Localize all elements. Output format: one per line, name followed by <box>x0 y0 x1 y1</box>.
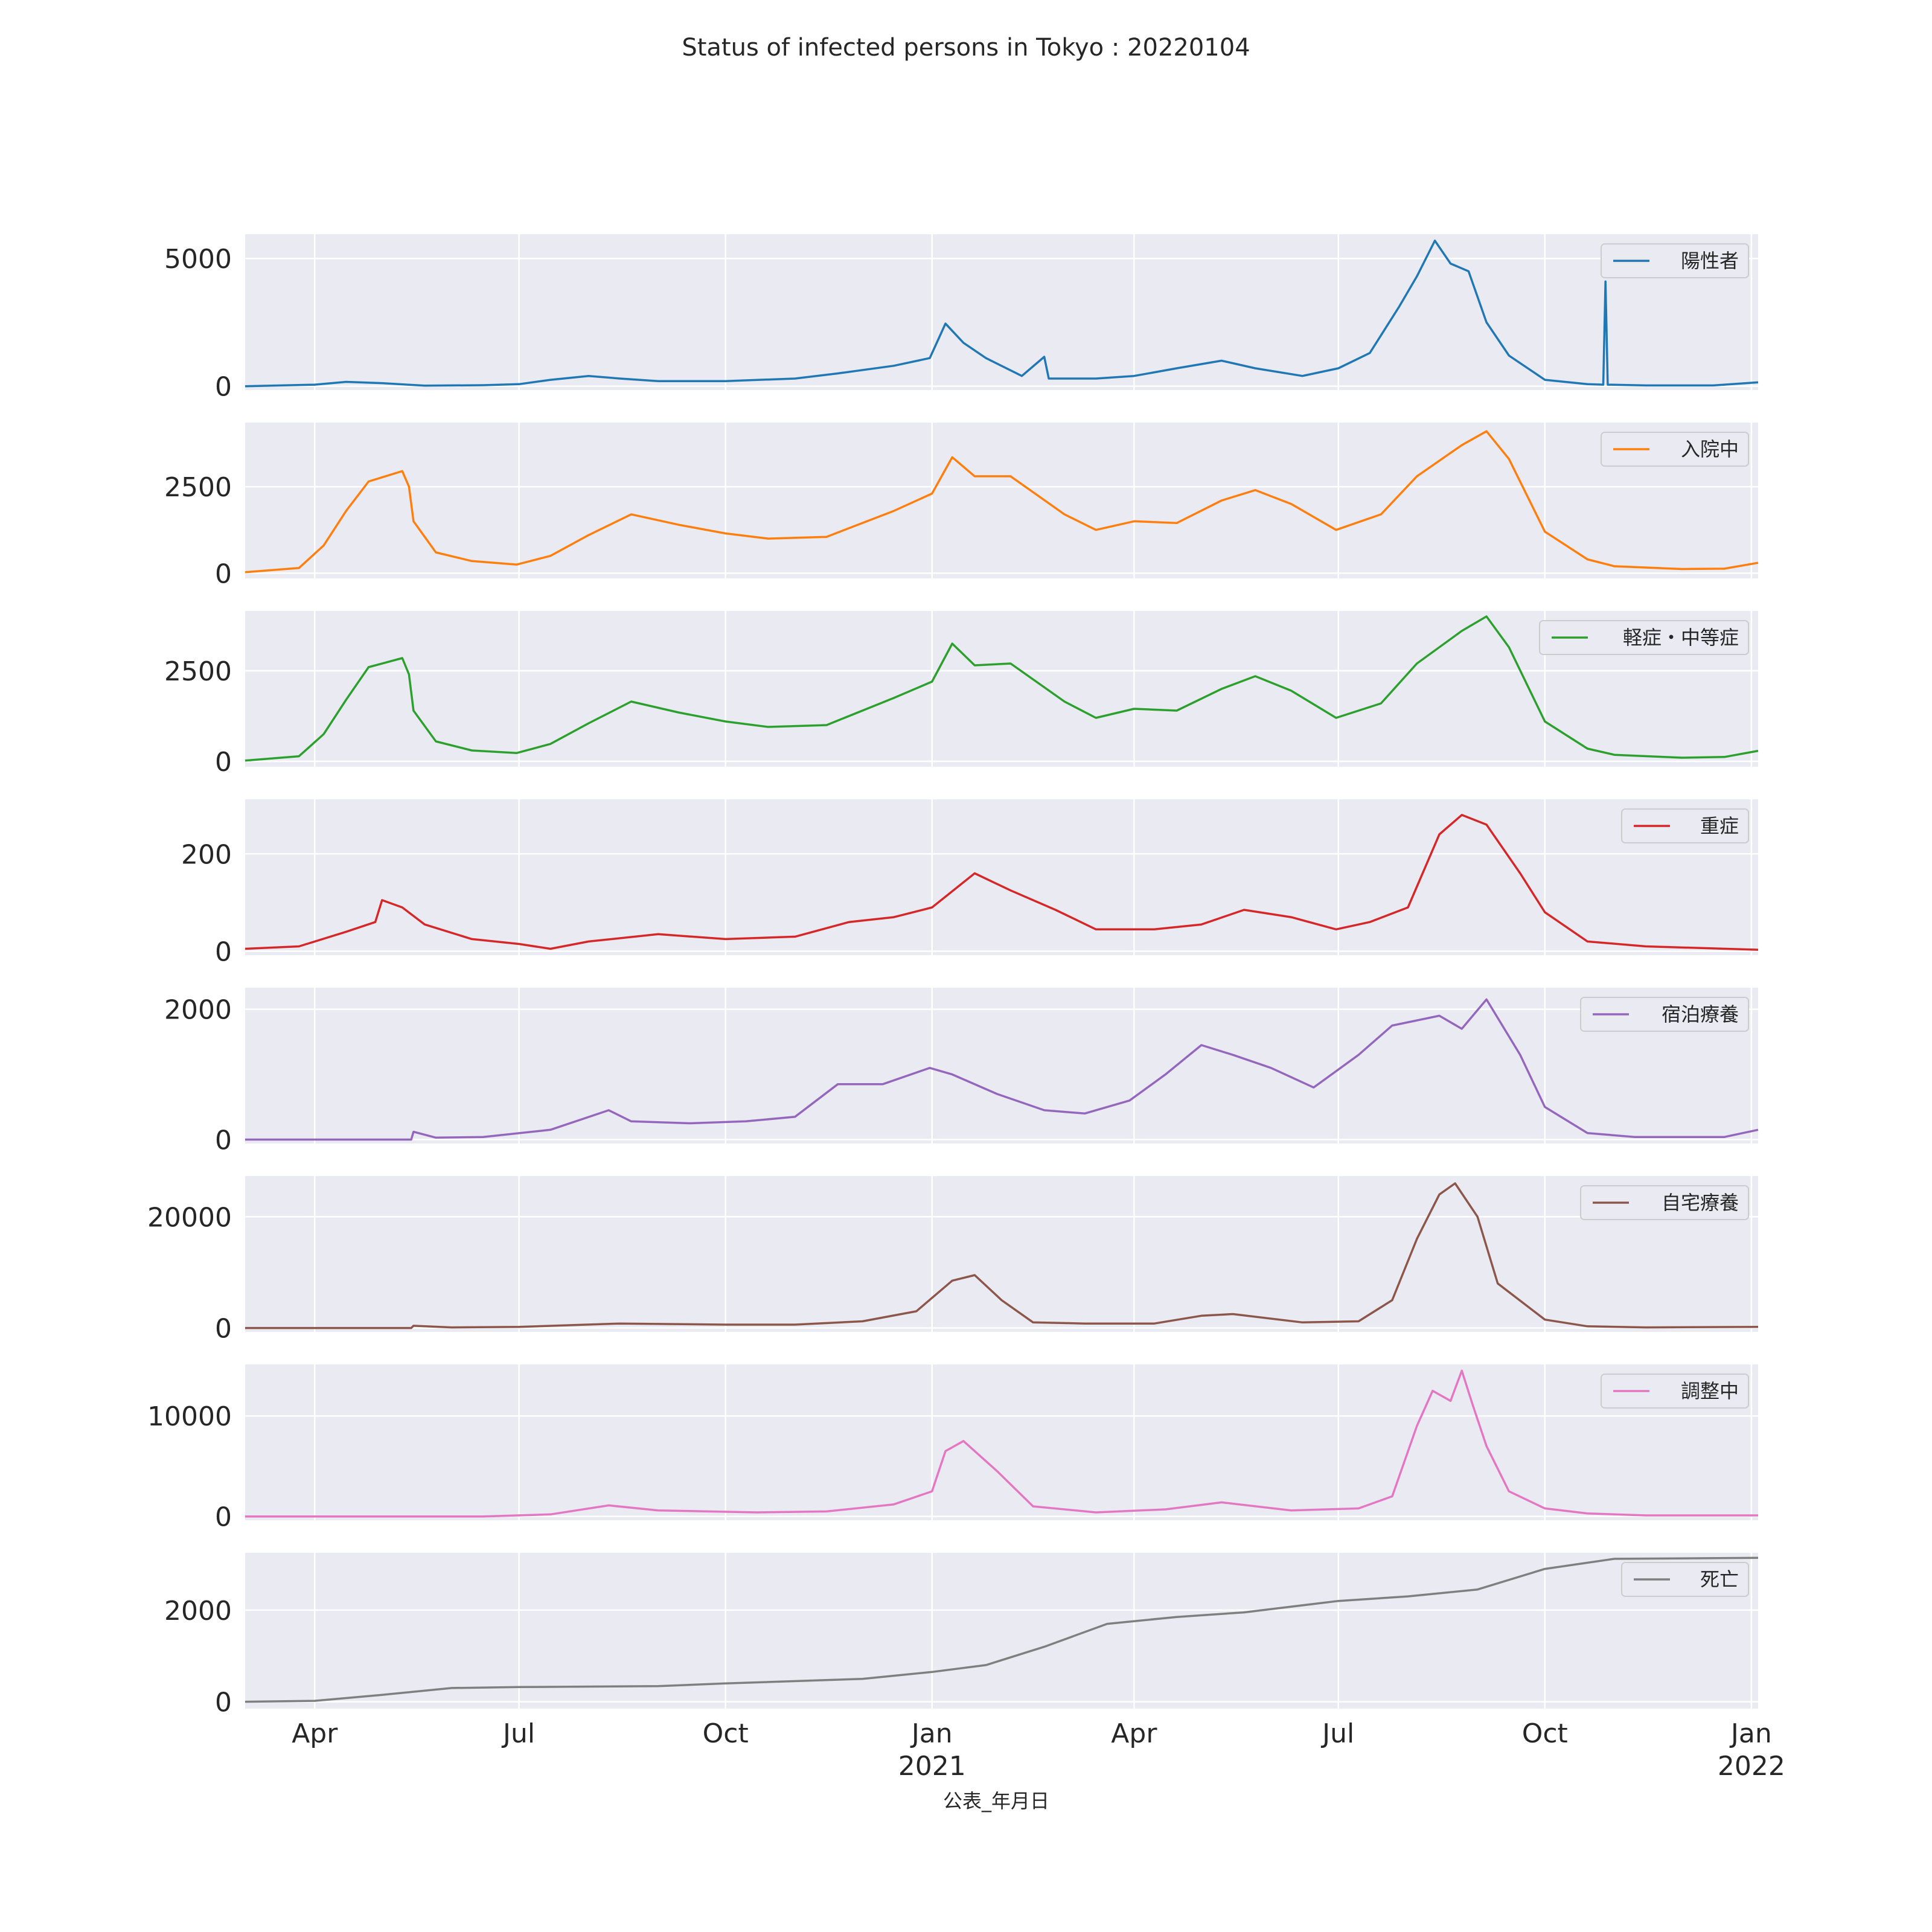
x-tick-label: Jan <box>910 1718 953 1749</box>
series-line <box>245 1182 1759 1329</box>
legend-box <box>1539 620 1749 655</box>
series-line <box>245 1369 1758 1518</box>
x-tick-label: Apr <box>292 1718 338 1749</box>
legend: 陽性者 <box>1601 243 1749 278</box>
subplot-1: 0 5000 陽性者 <box>164 234 1759 403</box>
subplot-panels: 0 5000 陽性者 0 2500 入院中 0 2500 軽症・中等症 0 200 重症 0 2000 宿泊… <box>147 234 1759 1718</box>
y-tick-label: 200 <box>181 839 232 870</box>
legend: 宿泊療養 <box>1580 997 1749 1032</box>
legend: 重症 <box>1621 808 1749 843</box>
x-tick-label: Oct <box>1522 1718 1568 1749</box>
series-line <box>245 239 1759 388</box>
plot-area <box>245 1364 1758 1520</box>
legend-box <box>1580 1185 1749 1220</box>
legend-label: 自宅療養 <box>1662 1191 1739 1214</box>
y-tick-label: 0 <box>215 1314 232 1345</box>
y-tick-label: 0 <box>215 937 232 968</box>
series-line <box>245 814 1759 951</box>
x-tick-label: Jul <box>1320 1718 1354 1749</box>
y-tick-label: 0 <box>215 372 232 403</box>
legend: 死亡 <box>1621 1562 1749 1597</box>
legend-box <box>1621 1562 1749 1597</box>
y-tick-label: 10000 <box>147 1401 232 1432</box>
x-tick-label: Apr <box>1111 1718 1157 1749</box>
legend-box <box>1601 432 1749 467</box>
series-line <box>245 998 1759 1141</box>
chart-title: Status of infected persons in Tokyo : 20… <box>682 34 1250 62</box>
x-tick-year-label: 2021 <box>898 1751 966 1782</box>
legend-label: 宿泊療養 <box>1662 1003 1739 1026</box>
legend-label: 軽症・中等症 <box>1623 626 1739 649</box>
subplot-2: 0 2500 入院中 <box>164 423 1759 589</box>
legend-box <box>1601 243 1749 278</box>
y-tick-label: 0 <box>215 747 232 778</box>
plot-area <box>245 1553 1758 1709</box>
legend-label: 調整中 <box>1681 1380 1739 1403</box>
y-tick-label: 2000 <box>164 995 232 1026</box>
y-tick-label: 0 <box>215 558 232 589</box>
subplot-5: 0 2000 宿泊療養 <box>164 988 1759 1156</box>
legend-label: 入院中 <box>1681 438 1739 461</box>
x-tick-label: Jan <box>1729 1718 1772 1749</box>
y-tick-label: 5000 <box>164 244 232 275</box>
plot-area <box>245 799 1758 955</box>
legend-box <box>1580 997 1749 1032</box>
legend: 軽症・中等症 <box>1539 620 1749 655</box>
x-tick-label: Jul <box>501 1718 535 1749</box>
series-line <box>245 1556 1759 1703</box>
x-tick-label: Oct <box>703 1718 749 1749</box>
legend: 調整中 <box>1601 1374 1749 1409</box>
plot-area <box>245 423 1758 578</box>
subplot-6: 0 20000 自宅療養 <box>147 1176 1759 1345</box>
y-tick-label: 20000 <box>147 1202 232 1233</box>
y-tick-label: 2500 <box>164 656 232 687</box>
y-tick-label: 2500 <box>164 472 232 503</box>
series-line <box>245 430 1759 574</box>
x-axis-label: 公表_年月日 <box>943 1790 1049 1812</box>
legend: 自宅療養 <box>1580 1185 1749 1220</box>
x-tick-year-label: 2022 <box>1718 1751 1785 1782</box>
subplot-4: 0 200 重症 <box>181 799 1759 968</box>
plot-area <box>245 234 1758 390</box>
plot-area <box>245 611 1758 767</box>
legend-box <box>1621 808 1749 843</box>
y-tick-label: 0 <box>215 1502 232 1533</box>
plot-area <box>245 988 1758 1144</box>
series-line <box>245 615 1759 762</box>
subplot-8: 0 2000 死亡 <box>164 1553 1759 1718</box>
y-tick-label: 0 <box>215 1125 232 1156</box>
subplot-7: 0 10000 調整中 <box>147 1364 1758 1533</box>
y-tick-label: 0 <box>215 1687 232 1718</box>
y-tick-label: 2000 <box>164 1596 232 1627</box>
legend-label: 陽性者 <box>1681 249 1739 272</box>
legend-label: 重症 <box>1700 814 1739 837</box>
legend-box <box>1601 1374 1749 1409</box>
plot-area <box>245 1176 1758 1332</box>
legend-label: 死亡 <box>1700 1568 1739 1591</box>
legend: 入院中 <box>1601 432 1749 467</box>
subplot-3: 0 2500 軽症・中等症 <box>164 611 1759 778</box>
